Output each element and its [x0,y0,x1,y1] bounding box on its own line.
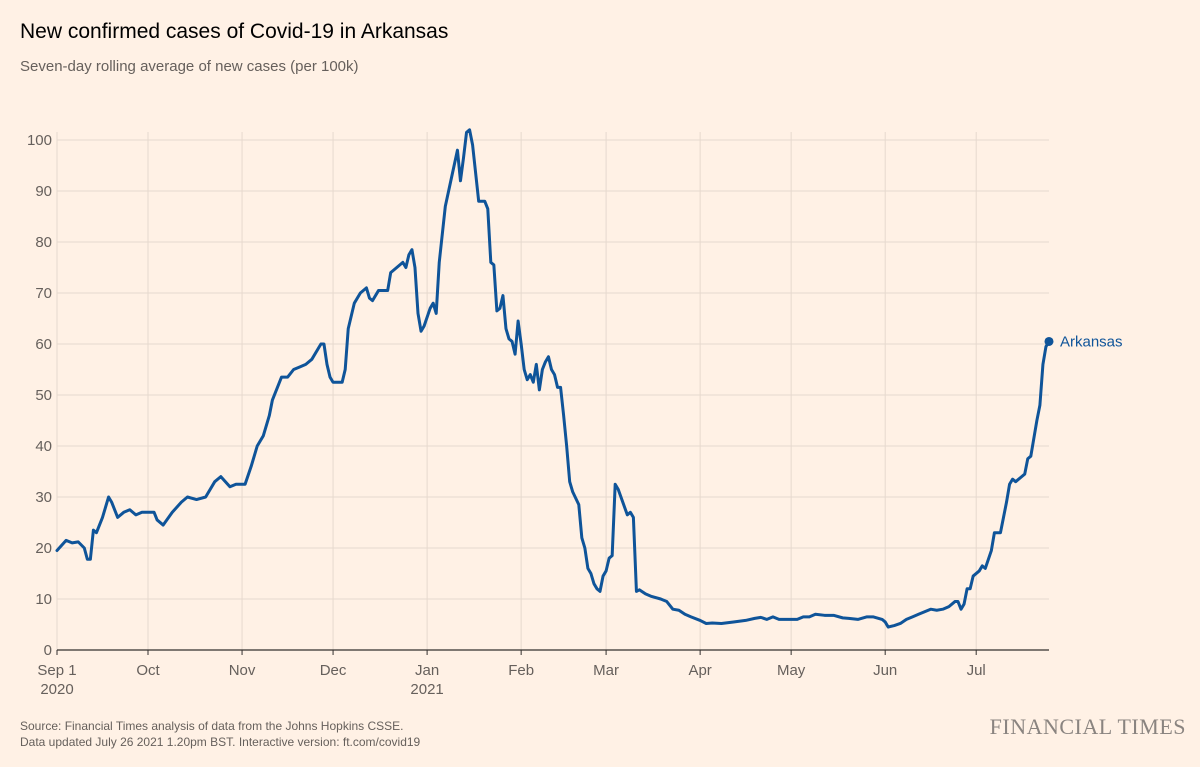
x-tick-label: Sep 1 [37,662,76,679]
x-tick-label: Nov [229,662,256,679]
source-line-2: Data updated July 26 2021 1.20pm BST. In… [20,735,421,749]
x-tick-sublabel: 2021 [410,681,443,698]
x-tick-label: May [777,662,806,679]
y-tick-label: 100 [27,132,52,149]
source-line-1: Source: Financial Times analysis of data… [20,719,404,733]
series-end-marker [1044,336,1054,346]
x-tick-label: Dec [320,662,347,679]
source-note: Source: Financial Times analysis of data… [20,718,420,750]
x-tick-label: Apr [688,662,711,679]
x-tick-label: Mar [593,662,619,679]
chart-subtitle: Seven-day rolling average of new cases (… [20,58,359,75]
x-tick-label: Jun [873,662,897,679]
x-tick-label: Feb [508,662,534,679]
x-tick-label: Jul [967,662,986,679]
chart-grid [56,132,1049,650]
x-tick-label: Jan [415,662,439,679]
series-end-label: Arkansas [1060,333,1123,350]
y-tick-label: 90 [35,183,52,200]
chart-axes: 0 10 20 30 40 50 60 70 80 90 100 Sep 1 2020 Oct Nov Dec… [27,132,1049,698]
y-tick-label: 60 [35,336,52,353]
x-tick-label: Oct [136,662,160,679]
y-tick-label: 0 [44,642,52,659]
chart-series: Arkansas [55,128,1123,629]
chart-title: New confirmed cases of Covid-19 in Arkan… [20,20,449,43]
y-tick-label: 10 [35,591,52,608]
series-line [55,128,1051,629]
y-tick-label: 70 [35,285,52,302]
y-tick-label: 80 [35,234,52,251]
y-tick-label: 50 [35,387,52,404]
x-tick-sublabel: 2020 [40,681,73,698]
y-tick-label: 40 [35,438,52,455]
ft-logo: FINANCIAL TIMES [989,714,1186,739]
y-tick-label: 30 [35,489,52,506]
y-tick-label: 20 [35,540,52,557]
